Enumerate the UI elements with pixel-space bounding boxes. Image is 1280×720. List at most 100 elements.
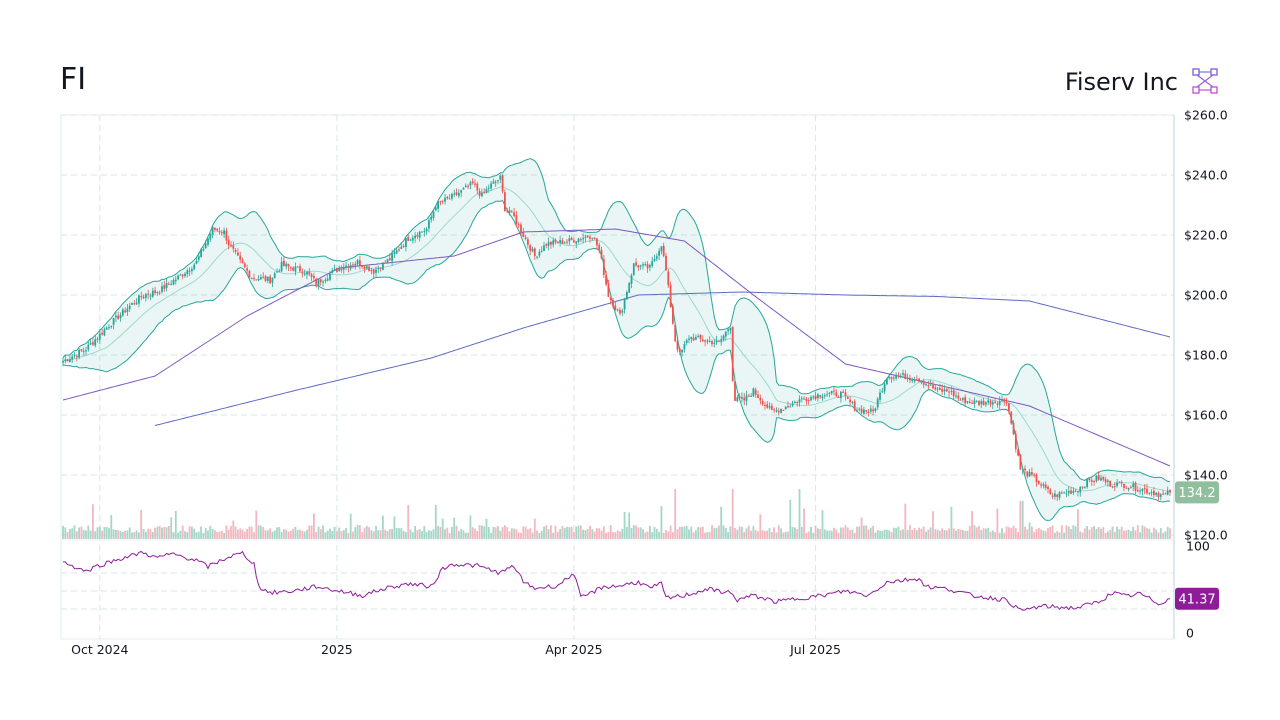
- candle-body: [589, 236, 591, 239]
- candle-body: [660, 246, 663, 252]
- volume-bar: [575, 526, 578, 539]
- candle: [556, 241, 559, 244]
- candle-body: [1060, 492, 1063, 494]
- candle-body: [363, 266, 366, 270]
- candle-body: [1118, 481, 1121, 483]
- volume-bar: [1123, 530, 1125, 539]
- volume-bar: [239, 528, 242, 539]
- candle-body: [317, 279, 320, 286]
- candle-body: [879, 392, 881, 400]
- volume-bar: [140, 509, 143, 539]
- volume-bar: [1054, 532, 1056, 539]
- candle: [692, 333, 695, 341]
- candle-body: [784, 407, 787, 410]
- candle-body: [533, 248, 536, 256]
- volume-bar: [1130, 531, 1132, 539]
- volume-bar: [184, 531, 186, 539]
- volume-bar: [985, 528, 987, 539]
- volume-bar: [382, 515, 384, 539]
- candle-body: [361, 265, 364, 267]
- volume-bar: [250, 526, 253, 539]
- candle-body: [1083, 487, 1086, 489]
- candle: [352, 262, 354, 269]
- candle: [437, 201, 439, 213]
- candle: [918, 377, 920, 383]
- candle-body: [1056, 494, 1059, 497]
- volume-bar: [727, 532, 729, 539]
- volume-bar: [607, 531, 610, 539]
- candle: [533, 247, 536, 260]
- volume-bar: [538, 532, 541, 539]
- candle-body: [126, 308, 129, 312]
- candle: [550, 240, 552, 249]
- volume-bar: [577, 525, 580, 539]
- volume-bar: [421, 531, 423, 539]
- candle: [85, 346, 87, 356]
- volume-bar: [126, 530, 129, 539]
- candle-body: [448, 198, 451, 200]
- candle-body: [856, 410, 858, 412]
- volume-bar: [301, 531, 304, 539]
- candle: [276, 268, 278, 273]
- candle: [73, 352, 76, 359]
- candle-body: [223, 230, 225, 234]
- candle-body: [770, 405, 773, 410]
- candle-body: [936, 388, 939, 390]
- volume-bar: [1118, 529, 1121, 539]
- volume-bar: [117, 530, 120, 539]
- candle-body: [1072, 490, 1075, 493]
- candle-body: [761, 401, 764, 405]
- candle-body: [1102, 476, 1105, 480]
- candle: [520, 222, 522, 236]
- volume-bar: [904, 503, 907, 539]
- volume-bar: [600, 530, 603, 539]
- candle-body: [584, 236, 587, 238]
- candle: [326, 275, 329, 282]
- rsi-panel: [63, 550, 1171, 611]
- candle: [220, 229, 223, 236]
- axes: $260.0 $240.0 $220.0 $200.0 $180.0 $160.0 $140…: [71, 108, 1228, 658]
- candle-body: [151, 290, 154, 297]
- volume-bar: [596, 528, 598, 539]
- candle-body: [672, 306, 674, 324]
- candle: [207, 236, 209, 247]
- candle-body: [69, 359, 71, 363]
- candle: [543, 241, 545, 252]
- volume-bar: [379, 530, 382, 539]
- candle-body: [264, 276, 267, 281]
- volume-bar: [345, 528, 347, 539]
- candle-body: [536, 256, 538, 258]
- volume-bar: [257, 525, 260, 539]
- candle-body: [119, 314, 122, 319]
- candle-body: [812, 396, 815, 398]
- candle-body: [1063, 492, 1065, 494]
- candle: [879, 389, 881, 403]
- candle-body: [764, 405, 766, 406]
- candle-body: [359, 260, 361, 266]
- candle-body: [724, 331, 727, 337]
- candle-body: [375, 269, 377, 273]
- volume-bar: [191, 526, 193, 539]
- volume-bar: [455, 525, 458, 539]
- candle-body: [619, 309, 621, 314]
- candle-body: [382, 262, 384, 270]
- candle-body: [492, 181, 495, 184]
- candle-body: [690, 336, 693, 339]
- candle-body: [1143, 488, 1146, 490]
- volume-bar: [1141, 525, 1144, 539]
- candle: [1146, 483, 1148, 495]
- volume-bar: [545, 525, 548, 539]
- volume-bar: [1058, 532, 1061, 539]
- candle-body: [987, 400, 990, 403]
- candle: [695, 334, 697, 341]
- candle-body: [191, 269, 193, 272]
- volume-bar: [451, 526, 453, 539]
- volume-bar: [524, 526, 527, 539]
- candle-body: [345, 265, 347, 268]
- candle: [828, 391, 831, 398]
- volume-bar: [1070, 529, 1072, 539]
- candle: [706, 338, 709, 345]
- candle: [428, 217, 430, 233]
- volume-bar: [388, 529, 391, 539]
